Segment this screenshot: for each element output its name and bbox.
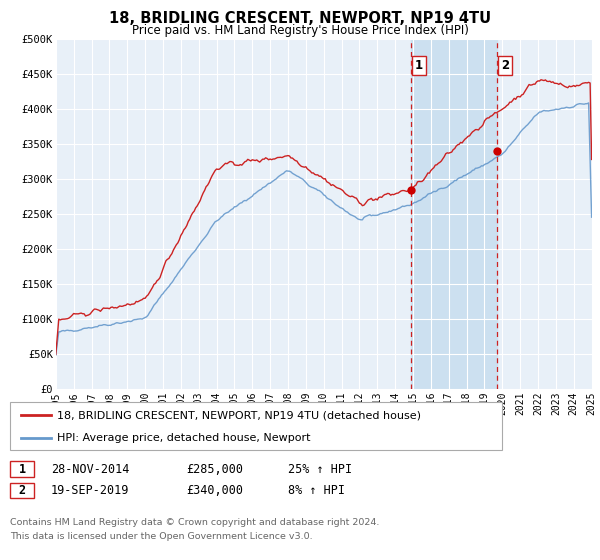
Text: 1: 1 [415,59,423,72]
Text: £340,000: £340,000 [186,484,243,497]
Text: 25% ↑ HPI: 25% ↑ HPI [288,463,352,476]
Text: 2: 2 [501,59,509,72]
Text: 18, BRIDLING CRESCENT, NEWPORT, NP19 4TU (detached house): 18, BRIDLING CRESCENT, NEWPORT, NP19 4TU… [57,410,421,420]
Text: 2: 2 [19,484,26,497]
Text: 28-NOV-2014: 28-NOV-2014 [51,463,130,476]
Bar [412,39,497,389]
Text: HPI: Average price, detached house, Newport: HPI: Average price, detached house, Newp… [57,433,311,443]
Text: 8% ↑ HPI: 8% ↑ HPI [288,484,345,497]
Text: £285,000: £285,000 [186,463,243,476]
Text: This data is licensed under the Open Government Licence v3.0.: This data is licensed under the Open Gov… [10,532,313,541]
Text: 1: 1 [19,463,26,476]
Text: 18, BRIDLING CRESCENT, NEWPORT, NP19 4TU: 18, BRIDLING CRESCENT, NEWPORT, NP19 4TU [109,11,491,26]
Text: 19-SEP-2019: 19-SEP-2019 [51,484,130,497]
Text: Price paid vs. HM Land Registry's House Price Index (HPI): Price paid vs. HM Land Registry's House … [131,24,469,36]
Text: Contains HM Land Registry data © Crown copyright and database right 2024.: Contains HM Land Registry data © Crown c… [10,518,380,527]
